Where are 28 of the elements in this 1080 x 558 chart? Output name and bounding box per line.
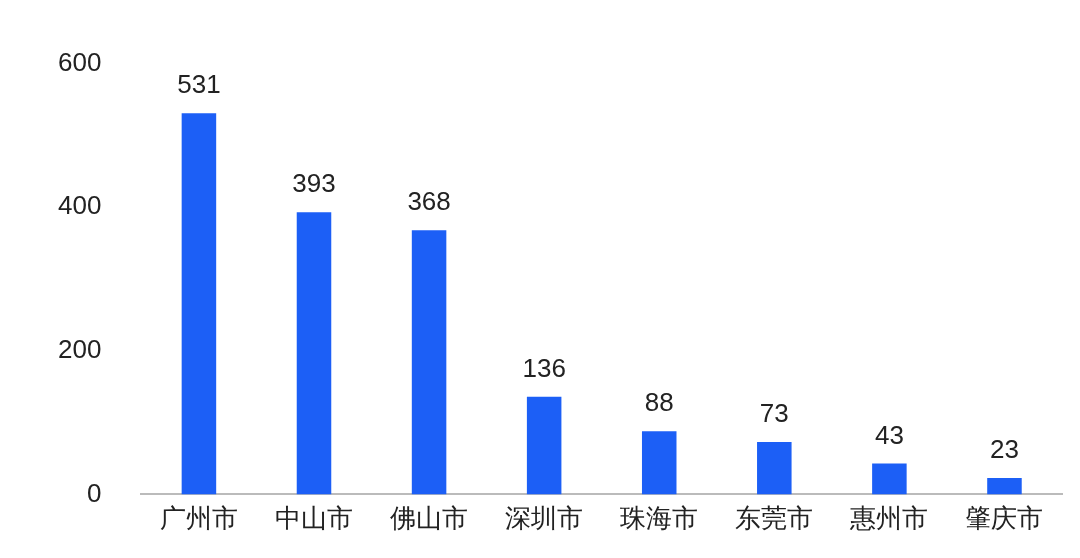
x-tick-label: 惠州市: [849, 503, 929, 534]
y-tick-label: 0: [86, 477, 102, 508]
bar: [872, 463, 907, 495]
bar: [296, 212, 332, 495]
data-label: 23: [990, 434, 1019, 465]
data-label: 368: [407, 186, 451, 217]
data-label: 531: [177, 69, 221, 100]
bar: [757, 441, 792, 495]
x-tick-label: 肇庆市: [965, 503, 1044, 534]
bar: [411, 230, 447, 495]
data-label: 88: [644, 387, 674, 418]
x-tick-label: 佛山市: [390, 503, 469, 534]
bar: [181, 113, 217, 495]
y-tick-label: 400: [57, 190, 102, 221]
y-tick-label: 200: [57, 333, 102, 364]
y-tick-label: 600: [57, 46, 102, 77]
x-tick-label: 广州市: [159, 503, 238, 534]
bar: [526, 396, 562, 495]
bar: [641, 431, 677, 495]
x-tick-label: 中山市: [275, 503, 353, 534]
x-tick-label: 深圳市: [505, 503, 584, 534]
data-label: 393: [292, 168, 336, 199]
x-tick-label: 珠海市: [620, 503, 699, 534]
data-label: 43: [874, 419, 904, 450]
data-label: 73: [759, 398, 789, 429]
bar: [987, 477, 1022, 495]
x-tick-label: 东莞市: [735, 503, 814, 534]
data-label: 136: [522, 352, 566, 383]
